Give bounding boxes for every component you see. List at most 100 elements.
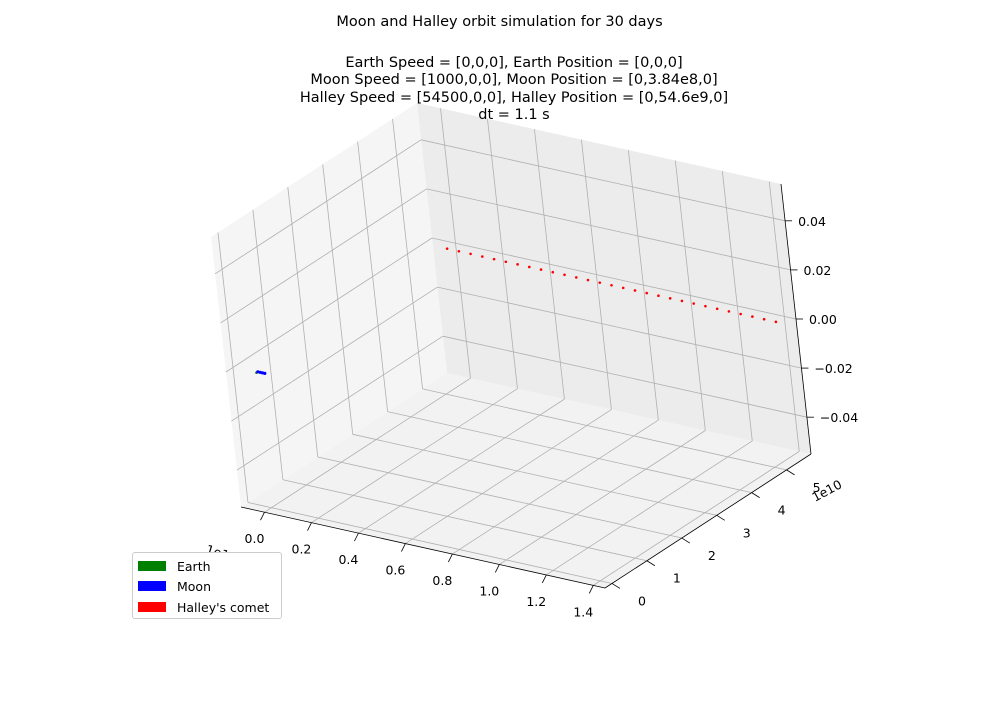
- y-axis-line: [604, 453, 812, 589]
- z-tick-label: 0.02: [804, 263, 832, 278]
- z-gridline-back: [426, 188, 791, 271]
- z-gridline-left: [214, 139, 422, 275]
- data-point-halleyscomet: [633, 289, 637, 292]
- legend-swatch-halley: [138, 602, 166, 612]
- y-gridline-floor: [387, 411, 752, 494]
- data-point-moon: [263, 371, 267, 376]
- y-gridline-floor: [317, 456, 682, 539]
- legend-label-earth: Earth: [177, 558, 211, 574]
- z-gridline-back: [421, 139, 786, 222]
- data-point-halleyscomet: [469, 252, 472, 256]
- x-tick-mark: [541, 574, 547, 584]
- data-point-halleyscomet: [704, 304, 707, 308]
- data-point-halleyscomet: [739, 312, 742, 316]
- x-tick-mark: [447, 553, 453, 563]
- grid-lines: [214, 108, 807, 586]
- y-gridline-floor: [247, 502, 613, 584]
- data-point-halleyscomet: [563, 273, 566, 277]
- data-point-halleyscomet: [481, 255, 484, 258]
- data-point-halleyscomet: [574, 276, 578, 279]
- legend-swatch-earth: [138, 561, 166, 571]
- data-point-halleyscomet: [715, 307, 719, 311]
- x-tick-label: 1.4: [573, 604, 593, 619]
- subtitle-line-4: dt = 1.1 s: [478, 107, 549, 123]
- data-point-halleyscomet: [751, 315, 754, 318]
- y-gridline-floor: [282, 479, 647, 562]
- y-tick-label: 0: [638, 593, 646, 608]
- x-axis-line: [240, 506, 606, 589]
- x-gridline-floor: [358, 398, 565, 534]
- y-tick-label: 1: [673, 571, 681, 586]
- data-point-halleyscomet: [527, 265, 531, 269]
- legend-label-halley: Halley's comet: [177, 599, 270, 615]
- subtitle-line-2: Moon Speed = [1000,0,0], Moon Position =…: [310, 72, 717, 88]
- data-point-halleyscomet: [445, 247, 449, 250]
- z-gridline-back: [437, 286, 802, 369]
- data-point-halleyscomet: [551, 270, 555, 274]
- x-tick-label: 0.0: [245, 531, 265, 546]
- x-tick-label: 0.6: [385, 563, 405, 578]
- z-gridline-left: [231, 286, 438, 422]
- data-points: [255, 247, 778, 376]
- y-tick-mark: [786, 469, 795, 476]
- y-tick-mark: [716, 514, 725, 521]
- data-point-halleyscomet: [680, 299, 684, 303]
- y-tick-mark: [681, 537, 691, 544]
- legend-item-moon: Moon: [138, 577, 211, 595]
- chart-title: Moon and Halley orbit simulation for 30 …: [336, 14, 662, 30]
- data-point-halleyscomet: [492, 257, 496, 261]
- floor-pane: [241, 373, 811, 588]
- x-tick-label: 0.8: [432, 573, 452, 588]
- x-tick-mark: [588, 585, 594, 594]
- x-gridline-floor: [593, 451, 800, 586]
- subtitle-line-3: Halley Speed = [54500,0,0], Halley Posit…: [300, 90, 728, 106]
- y-tick-label: 3: [743, 525, 751, 540]
- x-tick-mark: [401, 543, 406, 552]
- data-point-halleyscomet: [457, 249, 461, 253]
- y-tick-label: 5: [813, 480, 821, 495]
- x-tick-mark: [494, 564, 500, 573]
- legend-item-halley: Halley's comet: [138, 598, 269, 616]
- y-gridline-floor: [352, 433, 717, 516]
- z-gridline-left: [220, 188, 427, 324]
- x-tick-mark: [260, 512, 265, 521]
- x-gridline-floor: [452, 419, 659, 555]
- x-tick-label: 1.0: [479, 583, 499, 598]
- z-gridline-left: [236, 335, 444, 471]
- data-point-halleyscomet: [692, 302, 695, 305]
- x-tick-label: 1.2: [526, 594, 546, 609]
- data-point-halleyscomet: [727, 310, 731, 313]
- x-gridline-floor: [546, 440, 753, 576]
- data-point-halleyscomet: [586, 278, 590, 282]
- legend: Earth Moon Halley's comet: [132, 552, 282, 619]
- x-tick-label: 0.4: [338, 552, 358, 567]
- data-point-halleyscomet: [668, 297, 672, 300]
- x-tick-mark: [354, 532, 359, 542]
- data-point-halleyscomet: [539, 268, 543, 271]
- axis-ticks: 0.0 0.2 0.4 0.6 0.8 1.0 1.2 1.4 0 1 2 3 4 5 −0.04 −0.02…: [240, 183, 858, 619]
- data-point-halleyscomet: [516, 263, 519, 266]
- legend-item-earth: Earth: [138, 557, 211, 575]
- data-point-halleyscomet: [598, 281, 602, 284]
- x-gridline-floor: [405, 409, 612, 544]
- axes-panes: [211, 103, 811, 588]
- y-tick-mark: [751, 492, 760, 498]
- data-point-halleyscomet: [657, 294, 660, 298]
- z-tick-label: −0.04: [820, 410, 858, 425]
- data-point-halleyscomet: [645, 291, 649, 295]
- z-tick-label: −0.02: [814, 361, 852, 376]
- data-point-halleyscomet: [774, 320, 778, 324]
- x-gridline-floor: [264, 377, 471, 513]
- y-gridline-floor: [422, 388, 787, 471]
- data-point-halleyscomet: [504, 260, 508, 264]
- data-point-halleyscomet: [610, 283, 613, 287]
- x-gridline-floor: [311, 388, 518, 524]
- subtitle-line-1: Earth Speed = [0,0,0], Earth Position = …: [345, 55, 682, 71]
- legend-swatch-moon: [138, 581, 166, 591]
- x-tick-label: 0.2: [292, 542, 312, 557]
- y-tick-mark: [646, 560, 656, 567]
- y-tick-label: 4: [778, 503, 786, 518]
- legend-label-moon: Moon: [177, 578, 212, 594]
- z-gridline-back: [442, 335, 807, 418]
